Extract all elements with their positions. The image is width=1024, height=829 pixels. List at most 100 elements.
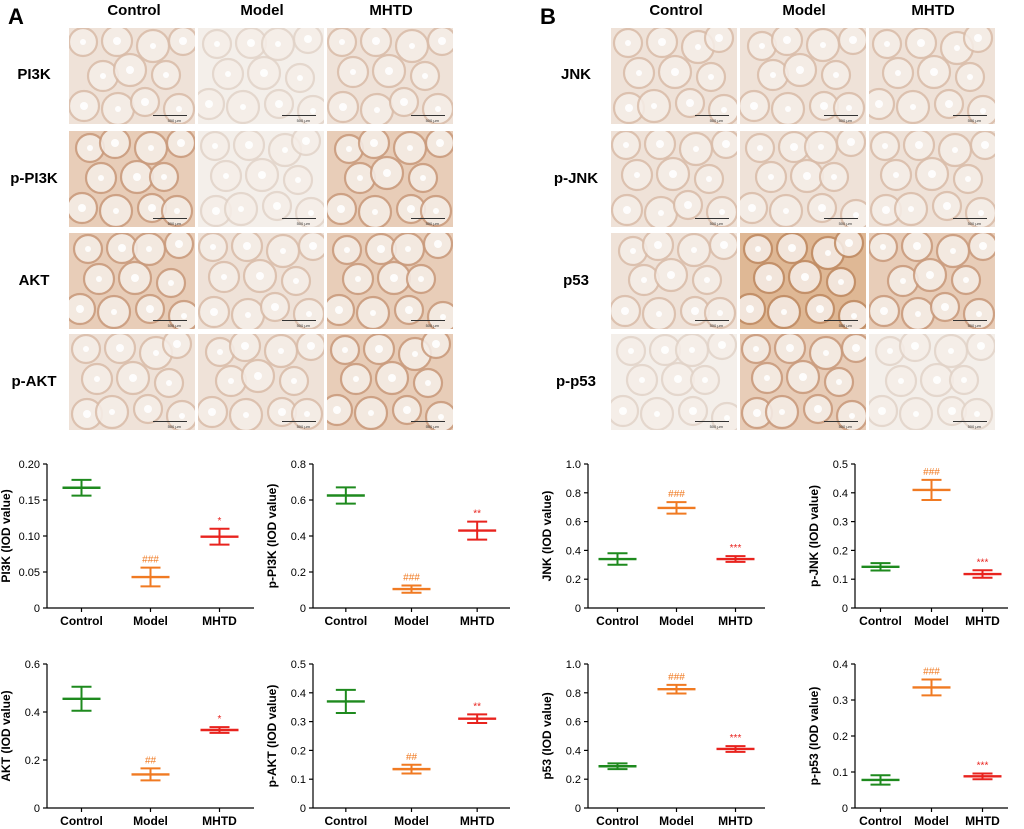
scale-bar xyxy=(953,218,987,219)
scale-bar-label: 500 µm xyxy=(838,424,852,429)
error-bar-mhtd xyxy=(716,555,755,563)
x-tick-label: Model xyxy=(133,814,168,828)
x-tick-label: MHTD xyxy=(202,614,237,628)
y-tick-label: 0.5 xyxy=(833,459,848,471)
scale-bar xyxy=(411,115,445,116)
x-tick-label: Control xyxy=(60,814,103,828)
significance-label: ## xyxy=(406,752,418,763)
panel-b-col-control: Control xyxy=(649,2,703,19)
y-tick-label: 0.2 xyxy=(566,774,581,786)
scale-bar-label: 500 µm xyxy=(967,118,981,123)
error-bar-control xyxy=(62,685,101,712)
x-tick-label: Model xyxy=(659,614,694,628)
error-bar-model xyxy=(392,584,431,594)
y-axis-label: p-p53 (IOD value) xyxy=(807,687,821,786)
y-tick-label: 0.4 xyxy=(291,531,306,543)
micrograph-p-jnk-mhtd: 500 µm xyxy=(869,131,995,227)
y-tick-label: 0.3 xyxy=(291,717,306,729)
micrograph-pi3k-mhtd: 500 µm xyxy=(327,28,453,124)
error-bar-model xyxy=(657,683,696,695)
error-bar-model xyxy=(912,678,951,697)
micrograph-p-pi3k-model: 500 µm xyxy=(198,131,324,227)
micrograph-p-akt-mhtd: 500 µm xyxy=(327,334,453,430)
significance-label: *** xyxy=(977,760,989,771)
micrograph-p-pi3k-mhtd: 500 µm xyxy=(327,131,453,227)
significance-label: *** xyxy=(977,557,989,568)
error-bar-model xyxy=(392,763,431,775)
panel-b-row-p53: p53 xyxy=(563,272,589,289)
x-tick-label: Control xyxy=(325,814,368,828)
chart-pi3k: 0 0.05 0.10 0.15 0.20 PI3K (IOD value) Control… xyxy=(0,459,254,628)
y-tick-label: 0.2 xyxy=(566,574,581,586)
scale-bar-label: 500 µm xyxy=(296,118,310,123)
y-tick-label: 0 xyxy=(300,803,306,815)
chart-p53: 0 0.2 0.4 0.6 0.8 1.0 p53 (IOD value) Control Mo… xyxy=(540,659,765,828)
y-tick-label: 0 xyxy=(34,803,40,815)
panel-a-col-model: Model xyxy=(240,2,284,19)
scale-bar xyxy=(824,218,858,219)
panel-b-row-p-p53: p-p53 xyxy=(555,373,596,390)
significance-label: ### xyxy=(923,467,940,478)
micrograph-p-jnk-model: 500 µm xyxy=(740,131,866,227)
x-tick-label: MHTD xyxy=(460,814,495,828)
error-bar-control xyxy=(598,762,637,771)
x-tick-label: MHTD xyxy=(460,614,495,628)
y-tick-label: 0.15 xyxy=(19,495,40,507)
y-tick-label: 0.3 xyxy=(833,695,848,707)
micrograph-akt-control: 500 µm xyxy=(69,233,195,329)
y-tick-label: 0.2 xyxy=(833,731,848,743)
scale-bar xyxy=(411,218,445,219)
significance-label: * xyxy=(218,516,222,527)
scale-bar-label: 500 µm xyxy=(425,118,439,123)
error-bar-control xyxy=(326,688,365,714)
scale-bar xyxy=(153,218,187,219)
panel-a-col-control: Control xyxy=(107,2,161,19)
x-tick-label: Control xyxy=(596,614,639,628)
micrograph-pi3k-control: 500 µm xyxy=(69,28,195,124)
y-tick-label: 0.4 xyxy=(291,688,306,700)
y-tick-label: 0.4 xyxy=(566,545,581,557)
y-tick-label: 0.4 xyxy=(25,707,40,719)
scale-bar-label: 500 µm xyxy=(967,221,981,226)
scale-bar xyxy=(695,218,729,219)
micrograph-p-p53-control: 500 µm xyxy=(611,334,737,430)
y-tick-label: 0.1 xyxy=(833,574,848,586)
micrograph-p53-model: 500 µm xyxy=(740,233,866,329)
scale-bar-label: 500 µm xyxy=(709,424,723,429)
y-axis-label: JNK (IOD value) xyxy=(540,491,554,582)
scale-bar-label: 500 µm xyxy=(167,424,181,429)
panel-b-col-mhtd: MHTD xyxy=(911,2,955,19)
significance-label: ### xyxy=(142,555,159,566)
y-tick-label: 0 xyxy=(575,803,581,815)
chart-p-akt: 0 0.1 0.2 0.3 0.4 0.5 p-AKT (IOD value) Control… xyxy=(265,659,510,828)
scale-bar xyxy=(282,421,316,422)
error-bar-control xyxy=(598,552,637,566)
y-axis-label: p-PI3K (IOD value) xyxy=(265,484,279,589)
scale-bar xyxy=(153,115,187,116)
micrograph-jnk-mhtd: 500 µm xyxy=(869,28,995,124)
scale-bar-label: 500 µm xyxy=(167,221,181,226)
scale-bar-label: 500 µm xyxy=(709,323,723,328)
y-tick-label: 0.4 xyxy=(566,745,581,757)
scale-bar-label: 500 µm xyxy=(296,323,310,328)
y-tick-label: 0.4 xyxy=(833,488,848,500)
scale-bar xyxy=(695,115,729,116)
scale-bar-label: 500 µm xyxy=(967,424,981,429)
significance-label: ### xyxy=(668,672,685,683)
significance-label: ### xyxy=(403,573,420,584)
y-axis-label: p-AKT (IOD value) xyxy=(265,685,279,788)
scale-bar-label: 500 µm xyxy=(425,323,439,328)
error-bar-model xyxy=(131,566,170,588)
micrograph-p-jnk-control: 500 µm xyxy=(611,131,737,227)
micrograph-akt-model: 500 µm xyxy=(198,233,324,329)
chart-p-p53: 0 0.1 0.2 0.3 0.4 p-p53 (IOD value) Control Mod… xyxy=(807,659,1008,828)
error-bar-model xyxy=(657,501,696,515)
x-tick-label: Control xyxy=(60,614,103,628)
panel-a-row-p-akt: p-AKT xyxy=(11,373,57,390)
panel-b-row-p-jnk: p-JNK xyxy=(553,170,599,187)
significance-label: ### xyxy=(668,489,685,500)
error-bar-control xyxy=(326,486,365,505)
y-tick-label: 0.3 xyxy=(833,517,848,529)
significance-label: *** xyxy=(730,733,742,744)
